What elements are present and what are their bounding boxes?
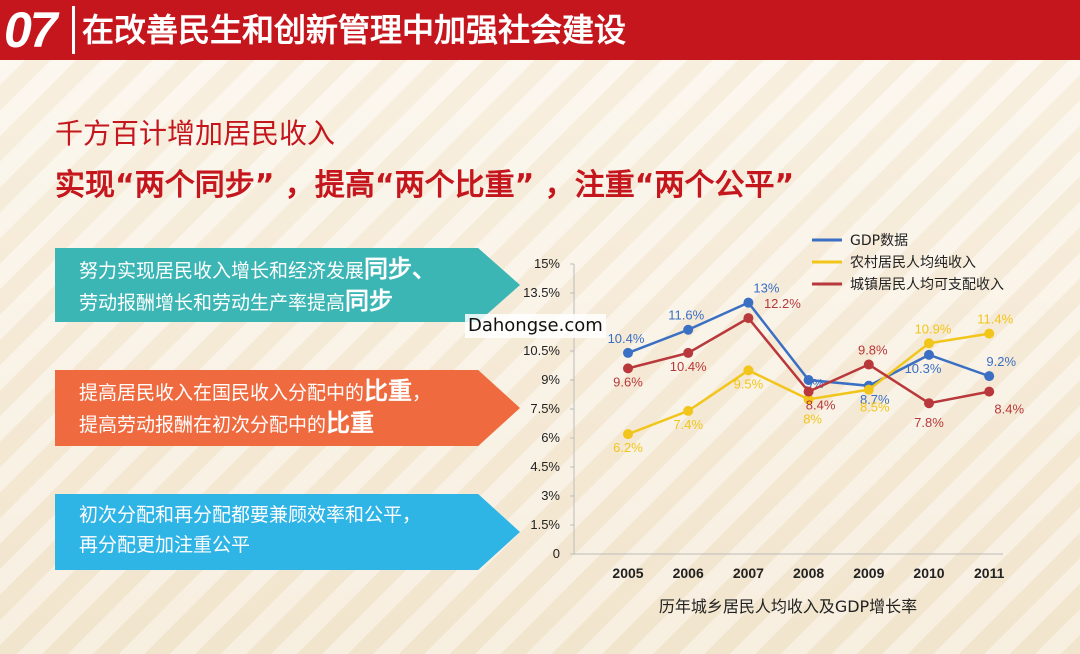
x-tick-label: 2011 xyxy=(974,565,1005,581)
section-number: 07 xyxy=(4,2,58,58)
chart-title: 历年城乡居民人均收入及GDP增长率 xyxy=(659,597,917,616)
legend-label: GDP数据 xyxy=(850,233,908,249)
y-tick-label: 13.5% xyxy=(523,285,560,300)
data-point xyxy=(924,398,934,409)
box-line-2: 提高劳动报酬在初次分配中的比重 xyxy=(79,409,375,437)
y-tick-label: 3% xyxy=(541,488,560,503)
header-divider xyxy=(72,6,75,54)
box-line-1: 初次分配和再分配都要兼顾效率和公平， xyxy=(79,504,422,526)
data-point xyxy=(743,365,754,376)
data-label: 10.4% xyxy=(608,331,645,346)
data-point xyxy=(924,338,934,349)
data-point xyxy=(803,375,814,385)
box-line-2: 再分配更加注重公平 xyxy=(79,534,251,556)
arrow-box-sync: 努力实现居民收入增长和经济发展同步、 劳动报酬增长和劳动生产率提高同步 xyxy=(55,248,520,322)
data-label: 8.4% xyxy=(806,398,836,413)
data-point xyxy=(623,429,633,440)
data-point xyxy=(984,386,995,397)
data-point xyxy=(743,313,754,324)
data-point xyxy=(863,384,874,395)
data-label: 7.8% xyxy=(914,415,944,430)
data-point xyxy=(803,386,814,397)
header-bar: 07 在改善民生和创新管理中加强社会建设 xyxy=(0,0,1080,60)
box-line-2: 劳动报酬增长和劳动生产率提高同步 xyxy=(79,287,394,315)
y-tick-label: 6% xyxy=(541,430,560,445)
x-tick-label: 2009 xyxy=(853,565,884,581)
data-label: 8.4% xyxy=(994,402,1024,417)
data-point xyxy=(683,347,694,358)
box-line-1: 努力实现居民收入增长和经济发展同步、 xyxy=(79,255,437,283)
data-label: 13% xyxy=(753,281,779,296)
y-tick-label: 7.5% xyxy=(530,401,560,416)
data-label: 8% xyxy=(803,411,822,426)
data-label: 9.6% xyxy=(613,374,643,389)
legend-label: 农村居民人均纯收入 xyxy=(850,255,976,271)
data-label: 11.6% xyxy=(668,308,704,323)
data-label: 10.3% xyxy=(905,361,942,376)
data-label: 11.4% xyxy=(977,312,1013,327)
data-point xyxy=(743,297,754,308)
data-point xyxy=(984,328,995,339)
subtitle-highlight: 实现“两个同步” ，提高“两个比重” ，注重“两个公平” xyxy=(55,168,795,203)
data-point xyxy=(803,394,814,405)
y-tick-label: 1.5% xyxy=(530,517,560,532)
box-line-1: 提高居民收入在国民收入分配中的比重， xyxy=(79,377,432,405)
data-label: 9.8% xyxy=(858,343,888,358)
watermark: Dahongse.com xyxy=(465,314,606,338)
x-tick-label: 2007 xyxy=(733,565,764,581)
data-point xyxy=(984,371,995,382)
data-label: 10.4% xyxy=(670,359,707,374)
data-point xyxy=(683,405,694,416)
data-label: 9.2% xyxy=(986,354,1016,369)
arrow-box-proportion: 提高居民收入在国民收入分配中的比重， 提高劳动报酬在初次分配中的比重 xyxy=(55,370,520,446)
x-tick-label: 2005 xyxy=(612,565,643,581)
data-label: 8.7% xyxy=(860,392,890,407)
data-point xyxy=(683,324,694,335)
data-label: 12.2% xyxy=(764,296,801,311)
data-label: 10.9% xyxy=(915,321,952,336)
x-tick-label: 2010 xyxy=(913,565,944,581)
data-point xyxy=(924,349,934,360)
data-point xyxy=(623,363,633,374)
y-tick-label: 9% xyxy=(541,372,560,387)
subtitle: 千方百计增加居民收入 xyxy=(55,117,336,150)
data-label: 7.4% xyxy=(673,417,703,432)
data-point xyxy=(623,347,633,358)
y-tick-label: 10.5% xyxy=(523,343,560,358)
data-label: 8.5% xyxy=(860,400,890,415)
data-label: 6.2% xyxy=(613,440,643,455)
data-label: 9.5% xyxy=(734,376,764,391)
x-tick-label: 2006 xyxy=(673,565,704,581)
y-tick-label: 4.5% xyxy=(530,459,560,474)
y-tick-label: 0 xyxy=(553,546,560,561)
y-tick-label: 15% xyxy=(534,256,560,271)
arrow-box-fairness: 初次分配和再分配都要兼顾效率和公平， 再分配更加注重公平 xyxy=(55,494,520,570)
legend-label: 城镇居民人均可支配收入 xyxy=(850,277,1004,293)
page-title: 在改善民生和创新管理中加强社会建设 xyxy=(82,11,627,49)
data-point xyxy=(863,359,874,370)
x-tick-label: 2008 xyxy=(793,565,824,581)
